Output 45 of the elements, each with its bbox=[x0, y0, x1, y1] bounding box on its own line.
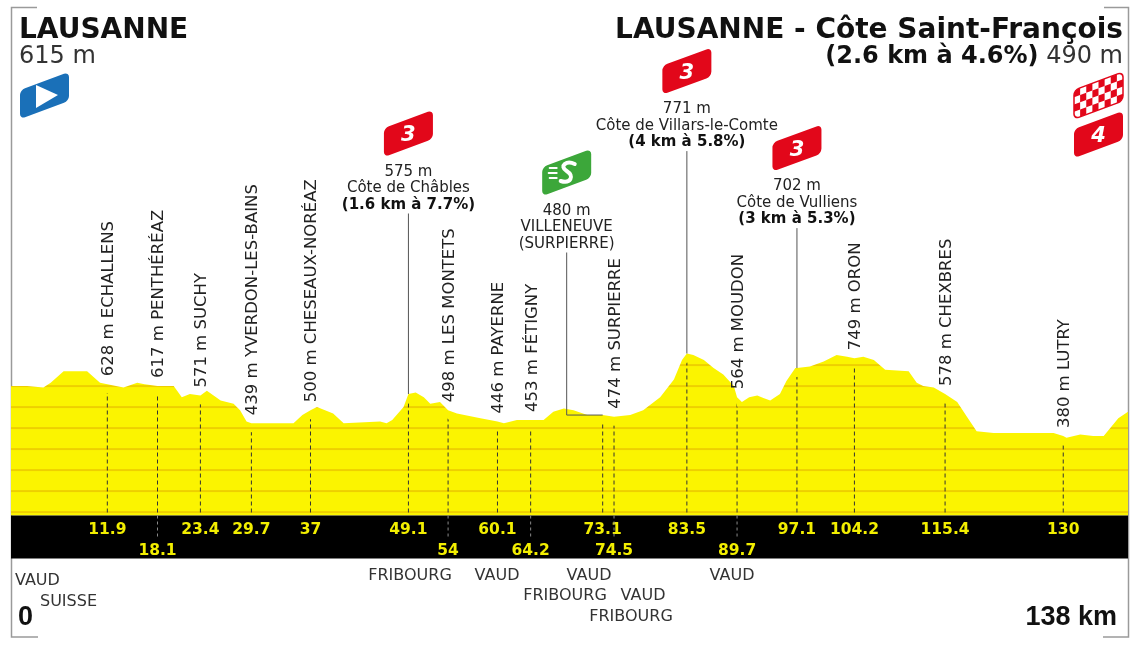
text: 3 771 m Côte de Villars-le-Comte (4 km à 5.8%) bbox=[595, 59, 778, 151]
x-tick-label: 97.1 bbox=[777, 520, 817, 538]
x-tick-label: 73.1 bbox=[583, 520, 622, 538]
x-tick-label: 130 bbox=[1047, 520, 1080, 538]
text: VAUD bbox=[620, 585, 666, 604]
text: 0 bbox=[18, 601, 34, 631]
annotation: 564 m MOUDON bbox=[727, 253, 747, 390]
x-tick-label: 23.4 bbox=[181, 520, 220, 538]
x-tick-label: 49.1 bbox=[389, 520, 428, 538]
text: SUISSE bbox=[40, 591, 98, 610]
annotation: 617 m PENTHÉRÉAZ bbox=[148, 209, 168, 378]
text: VAUD bbox=[709, 565, 755, 584]
x2-tick-label: 89.7 bbox=[717, 541, 757, 559]
annotation: 380 m LUTRY bbox=[1054, 318, 1074, 429]
text: 138 km bbox=[1025, 601, 1117, 631]
text: VAUD bbox=[566, 565, 612, 584]
text: FRIBOURG bbox=[523, 585, 607, 604]
x-tick-label: 11.9 bbox=[88, 520, 127, 538]
text: LAUSANNE 615 m bbox=[19, 12, 189, 69]
annotation: 453 m FÉTIGNY bbox=[521, 282, 541, 412]
text: FRIBOURG bbox=[589, 606, 673, 625]
x-tick-label: 60.1 bbox=[478, 520, 517, 538]
text: VAUD bbox=[15, 570, 60, 589]
annotation: 628 m ECHALLENS bbox=[98, 220, 118, 377]
annotation: 474 m SURPIERRE bbox=[604, 258, 624, 409]
x2-tick-label: 18.1 bbox=[138, 541, 177, 559]
text: FRIBOURG bbox=[368, 565, 452, 584]
x2-tick-label: 74.5 bbox=[594, 541, 634, 559]
x-tick-label: 83.5 bbox=[667, 520, 706, 538]
annotation: 571 m SUCHY bbox=[191, 272, 211, 388]
x2-tick-label: 54 bbox=[437, 541, 460, 559]
annotation: 439 m YVERDON-LES-BAINS bbox=[242, 184, 262, 416]
annotation: 500 m CHESEAUX-NORÉAZ bbox=[301, 179, 321, 403]
annotation: 480 m VILLENEUVE (SURPIERRE) bbox=[518, 200, 615, 252]
x-tick-label: 115.4 bbox=[920, 520, 970, 538]
text: VAUD bbox=[474, 565, 520, 584]
x-tick-label: 29.7 bbox=[232, 520, 271, 538]
annotation: 446 m PAYERNE bbox=[488, 281, 508, 414]
x-tick-label: 104.2 bbox=[829, 520, 879, 538]
text: 3 575 m Côte de Châbles (1.6 km à 7.7%) bbox=[341, 122, 476, 213]
annotation: 498 m LES MONTETS bbox=[439, 228, 459, 403]
x-tick-label: 37 bbox=[299, 520, 322, 538]
annotation: 749 m ORON bbox=[845, 242, 865, 351]
x2-tick-label: 64.2 bbox=[511, 541, 550, 559]
annotation: 578 m CHEXBRES bbox=[936, 238, 956, 386]
